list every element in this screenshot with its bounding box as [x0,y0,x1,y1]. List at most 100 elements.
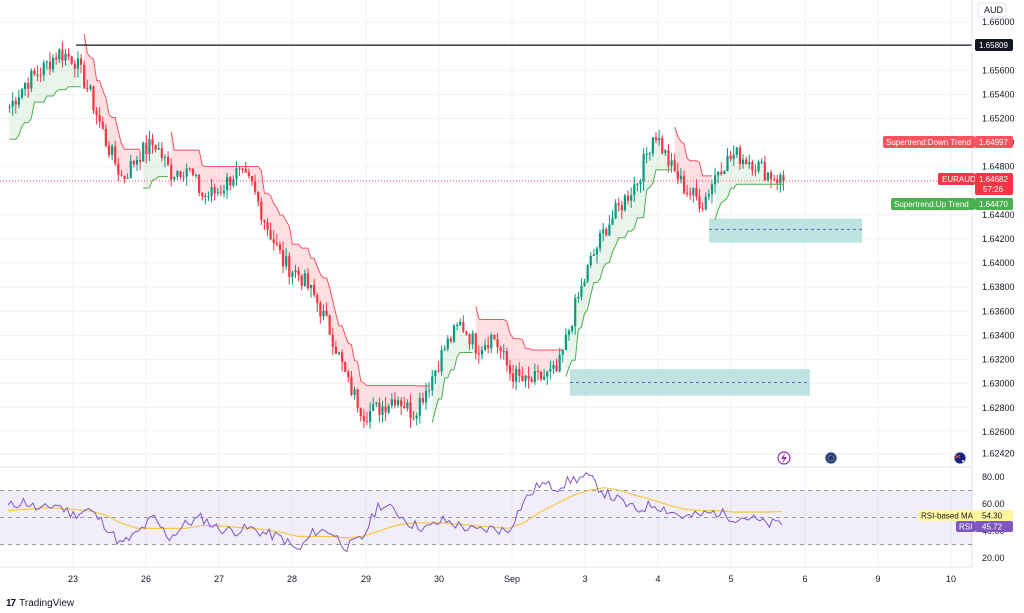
currency-box[interactable] [977,2,1007,18]
candle-body [157,148,160,150]
demand-zones [570,218,862,396]
candle-body [536,371,540,373]
countdown: 57:26 [983,185,1004,194]
candle-body [773,178,776,180]
candle-body [695,188,698,197]
candle-body [325,310,328,316]
time-tick-label: 23 [68,574,78,584]
candle-body [673,160,676,171]
candle-body [253,181,257,192]
candle-body [586,265,589,282]
lightning-icon[interactable] [777,451,791,465]
supertrend-area [9,49,82,140]
candle-body [471,333,474,345]
candle-body [549,368,552,372]
candle-body [139,159,142,162]
candle-body [434,370,437,377]
candle-body [111,146,114,156]
candle-body [300,275,303,287]
svg-text:45.72: 45.72 [982,523,1003,532]
supertrend-fill [9,34,784,423]
candle-body [285,256,288,267]
tradingview-brand[interactable]: 17 TradingView [6,598,74,609]
candle-body [782,175,785,182]
candle-body [269,229,272,240]
resistance-price-label: 1.65809 [975,39,1013,51]
supertrend-down-line [170,131,430,387]
candle-body [120,174,123,176]
candle-body [396,400,400,406]
current-price-label: EURAUD 1.64682 57:26 [938,173,1013,195]
price-tick-label: 1.65200 [982,114,1015,124]
candle-body [36,74,39,76]
candle-body [309,284,313,289]
candle-body [477,353,480,355]
candle-body [552,365,555,369]
candle-body [676,170,679,180]
candle-body [375,402,378,405]
candle-body [642,154,645,182]
candle-body [698,196,701,209]
candle-body [198,174,201,193]
candle-body [229,177,232,186]
candle-body [328,315,331,335]
candle-body [316,294,319,303]
time-tick-label: 29 [361,574,371,584]
candle-body [278,244,282,251]
candle-body [763,161,766,180]
candle-body [182,176,185,178]
candle-body [754,170,757,172]
candle-body [493,334,496,340]
candle-body [639,181,642,184]
candle-body [710,184,714,195]
supertrend-down-line [83,34,141,150]
candle-body [95,110,98,116]
candle-body [250,175,254,182]
candle-body [707,194,710,197]
candle-body [291,272,294,277]
candle-body [406,402,409,409]
candle-body [598,233,602,249]
candle-body [623,195,627,211]
candle-body [505,351,508,366]
au-flag-icon[interactable] [953,451,967,465]
candle-body [757,161,760,172]
price-axis[interactable]: 1.660001.656001.654001.652001.650001.648… [982,17,1015,458]
rsi-lines [7,472,783,553]
supertrend-area [432,321,473,423]
candle-body [188,168,191,170]
candle-body [216,192,219,194]
time-tick-label: 30 [434,574,444,584]
candle-body [713,175,717,185]
tradingview-logo-icon: 17 [6,598,16,609]
candle-body [222,190,226,194]
candle-body [431,376,434,391]
candle-body [490,334,493,349]
candle-body [70,56,73,64]
rsi-ma-label: RSI-based MA 54.30 [918,510,1013,521]
candle-body [474,333,477,354]
candle-body [160,148,163,158]
time-axis[interactable]: 23 26 27 28 29 30 Sep 3 4 5 6 9 10 [68,574,956,584]
candle-body [502,351,505,353]
candle-body [263,219,266,223]
candle-body [546,371,549,377]
candle-body [567,330,571,335]
candle-body [480,349,484,355]
candle-body [17,97,20,105]
candle-body [539,371,543,380]
candle-body [368,410,372,423]
candle-body [670,160,673,166]
candle-body [27,83,30,89]
time-tick-label: 27 [214,574,224,584]
supertrend-up-line [565,169,672,377]
candle-body [487,345,490,349]
candle-body [39,75,42,77]
candle-body [571,326,574,331]
candle-body [135,159,139,165]
candle-body [365,421,369,423]
eu-flag-icon[interactable] [824,451,838,465]
candle-body [145,142,148,154]
candle-body [421,397,425,403]
